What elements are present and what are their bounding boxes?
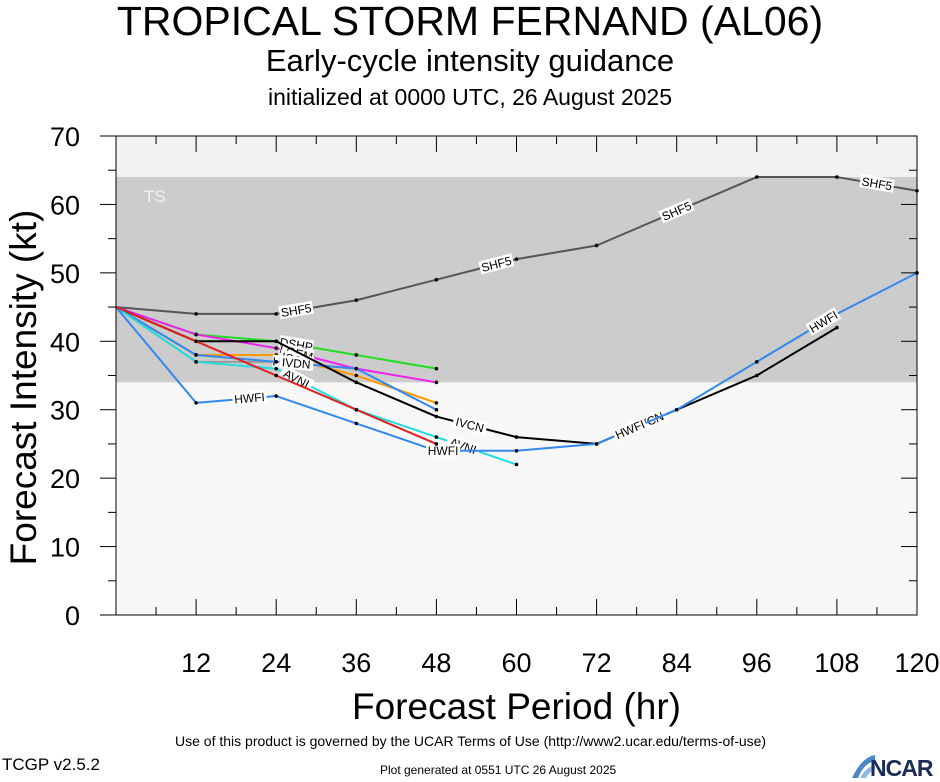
ncar-logo: NCAR bbox=[850, 753, 940, 781]
point-hwfi bbox=[194, 401, 198, 405]
terms-of-use-text: Use of this product is governed by the U… bbox=[175, 733, 767, 749]
x-tick-label: 12 bbox=[181, 648, 211, 678]
point-unlabeled bbox=[354, 407, 359, 412]
label-bg-hwfi bbox=[805, 307, 842, 336]
y-tick-label: 30 bbox=[50, 396, 80, 426]
point-ivdn bbox=[434, 407, 439, 412]
label-bg-hwfi bbox=[611, 416, 648, 442]
label-group-hwfi: HWFI bbox=[426, 443, 461, 458]
label-bg-shf5 bbox=[859, 174, 895, 193]
x-tick-label: 108 bbox=[814, 648, 859, 678]
point-ivcn bbox=[434, 414, 439, 419]
x-tick-label: 120 bbox=[894, 648, 939, 678]
point-hwfi bbox=[755, 360, 759, 364]
series-line-shf5 bbox=[115, 176, 918, 315]
label-bg-ivcn bbox=[451, 414, 488, 436]
point-dshp bbox=[434, 366, 439, 371]
point-avni bbox=[274, 366, 279, 371]
label-bg-shf5 bbox=[658, 198, 695, 224]
version-label: TCGP v2.5.2 bbox=[2, 755, 100, 774]
series-label-shf5: SHF5 bbox=[280, 301, 313, 320]
label-bg-hwfi bbox=[426, 443, 461, 457]
intensity-bands: CAT1 TS bbox=[116, 136, 917, 615]
point-hwfi bbox=[514, 448, 519, 453]
ncar-swoosh-icon bbox=[852, 755, 875, 778]
point-avni bbox=[194, 360, 198, 364]
point-avni bbox=[514, 462, 519, 467]
series-label-hwfi: HWFI bbox=[234, 390, 266, 407]
point-icon bbox=[354, 373, 359, 378]
y-axis-label: Forecast Intensity (kt) bbox=[3, 210, 44, 566]
init-time-label: initialized at 0000 UTC, 26 August 2025 bbox=[267, 84, 673, 110]
point-shf5 bbox=[194, 312, 198, 316]
point-hwfi bbox=[594, 442, 599, 446]
point-ivdn bbox=[274, 360, 279, 364]
x-tick-label: 36 bbox=[341, 648, 371, 678]
x-tick-label: 84 bbox=[662, 648, 692, 678]
x-tick-label: 24 bbox=[261, 648, 291, 678]
point-lgem bbox=[194, 332, 198, 337]
point-ivcn bbox=[755, 373, 759, 378]
band-ts bbox=[116, 177, 917, 383]
point-unlabeled bbox=[274, 373, 279, 378]
label-bg-shf5 bbox=[478, 253, 515, 275]
point-ivdn bbox=[354, 366, 359, 371]
series-label-hwfi: HWFI bbox=[428, 444, 459, 458]
point-ivcn bbox=[274, 339, 279, 344]
y-tick-label: 60 bbox=[50, 190, 80, 220]
point-shf5 bbox=[835, 175, 839, 179]
y-tick-label: 50 bbox=[50, 259, 80, 289]
point-shf5 bbox=[514, 257, 519, 261]
point-lgem bbox=[274, 346, 279, 350]
chart-title: TROPICAL STORM FERNAND (AL06) bbox=[116, 0, 824, 44]
label-group-ivcn: IVCN bbox=[451, 414, 488, 436]
y-tick-label: 0 bbox=[65, 601, 80, 631]
point-shf5 bbox=[755, 175, 759, 179]
x-axis-label: Forecast Period (hr) bbox=[352, 686, 681, 727]
point-shf5 bbox=[274, 312, 279, 316]
point-ivdn bbox=[194, 353, 198, 357]
point-shf5 bbox=[434, 277, 439, 282]
y-tick-label: 40 bbox=[50, 327, 80, 357]
x-tick-label: 96 bbox=[742, 648, 772, 678]
point-shf5 bbox=[354, 298, 359, 303]
generated-time-label: Plot generated at 0551 UTC 26 August 202… bbox=[380, 763, 617, 777]
y-tick-label: 10 bbox=[50, 533, 80, 563]
point-ivcn bbox=[514, 435, 519, 439]
point-lgem bbox=[434, 380, 439, 385]
point-hwfi bbox=[274, 394, 279, 398]
point-unlabeled bbox=[434, 442, 439, 446]
band-label-cat1: CAT1 bbox=[144, 146, 186, 165]
point-avni bbox=[434, 435, 439, 439]
label-group-shf5: SHF5 bbox=[859, 174, 895, 193]
x-tick-label: 48 bbox=[421, 648, 451, 678]
y-tick-label: 20 bbox=[50, 464, 80, 494]
point-unlabeled bbox=[194, 339, 198, 344]
x-tick-label: 60 bbox=[501, 648, 531, 678]
label-bg-avni bbox=[278, 364, 315, 393]
label-group-shf5: SHF5 bbox=[278, 300, 314, 320]
chart-subtitle: Early-cycle intensity guidance bbox=[265, 43, 675, 78]
point-icon bbox=[434, 401, 439, 405]
label-bg-hwfi bbox=[231, 389, 267, 406]
point-hwfi bbox=[674, 407, 679, 412]
band-label-ts: TS bbox=[144, 187, 166, 206]
point-ivcn bbox=[354, 380, 359, 385]
point-dshp bbox=[354, 353, 359, 357]
series-label-ivcn: IVCN bbox=[454, 415, 485, 436]
point-hwfi bbox=[354, 421, 359, 426]
label-group-hwfi: HWFI bbox=[231, 389, 267, 407]
y-tick-label: 70 bbox=[50, 122, 80, 152]
point-ivcn bbox=[835, 325, 839, 330]
series-label-shf5: SHF5 bbox=[861, 174, 894, 193]
point-shf5 bbox=[594, 243, 599, 248]
axes: 0 10 20 30 40 50 60 70 12 24 36 48 60 72 84 96 108 120 For… bbox=[3, 122, 940, 727]
x-tick-label: 72 bbox=[582, 648, 612, 678]
label-bg-shf5 bbox=[278, 300, 314, 320]
